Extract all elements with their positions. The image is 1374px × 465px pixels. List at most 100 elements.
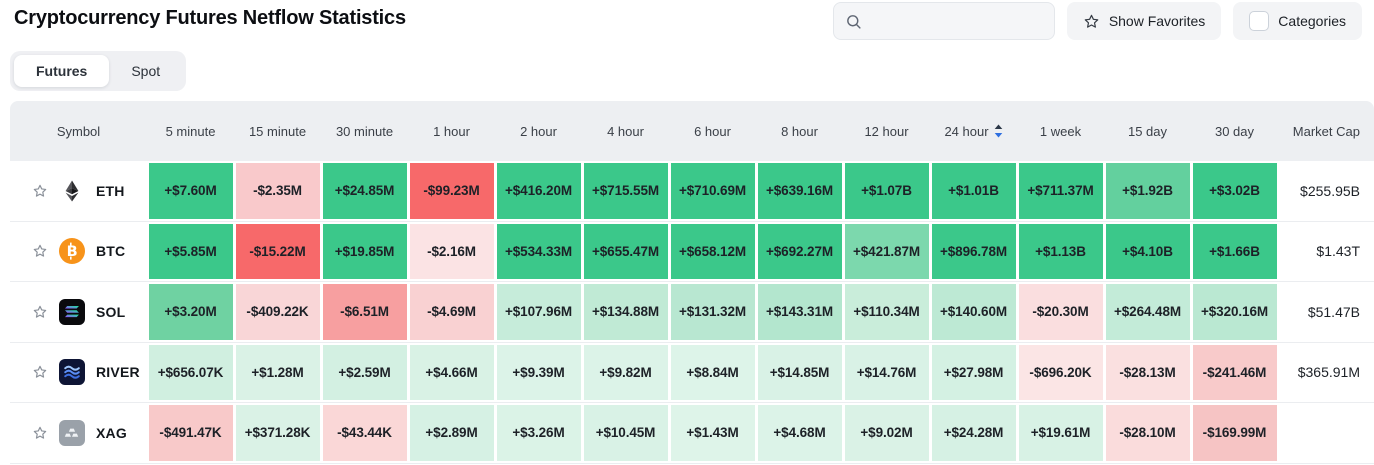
symbol-cell: ETH (10, 161, 147, 221)
svg-text:B: B (67, 244, 78, 260)
symbol-cell: SOL (10, 282, 147, 342)
favorite-star-icon[interactable] (32, 243, 48, 259)
netflow-cell-30-minute: -$43.44K (321, 403, 408, 463)
netflow-cell-1-week: +$1.13B (1017, 222, 1104, 282)
column-header-24-hour[interactable]: 24 hour (930, 101, 1017, 161)
market-type-tab-group: Futures Spot (10, 51, 187, 91)
column-header-30-day[interactable]: 30 day (1191, 101, 1278, 161)
river-logo (59, 359, 85, 386)
column-header-label: 30 day (1214, 123, 1255, 139)
column-header-label: Market Cap (1292, 123, 1360, 139)
netflow-cell-12-hour: +$1.07B (843, 161, 930, 221)
table-row-btc[interactable]: B BTC +$5.85M -$15.22M +$19.85M -$2.16M +$534.… (10, 221, 1374, 282)
netflow-cell-1-week: -$696.20K (1017, 343, 1104, 403)
column-header-label: 6 hour (694, 123, 731, 139)
categories-label: Categories (1278, 13, 1346, 29)
symbol-label: BTC (96, 243, 126, 260)
netflow-cell-8-hour: +$143.31M (756, 282, 843, 342)
column-header-symbol[interactable]: Symbol (10, 101, 147, 161)
categories-button[interactable]: Categories (1233, 2, 1362, 40)
column-header-15-minute[interactable]: 15 minute (234, 101, 321, 161)
column-header-label: Symbol (56, 123, 101, 139)
favorite-star-icon[interactable] (32, 304, 48, 320)
btc-logo: B (59, 238, 85, 265)
market-cap-cell: $365.91M (1297, 364, 1360, 381)
favorite-star-icon[interactable] (32, 183, 48, 199)
column-header-label: 2 hour (520, 123, 557, 139)
tab-spot[interactable]: Spot (109, 55, 182, 87)
top-bar-controls: Show Favorites Categories (832, 2, 1362, 40)
tab-futures[interactable]: Futures (14, 55, 110, 87)
netflow-cell-15-minute: +$371.28K (234, 403, 321, 463)
market-cap-cell: $255.95B (1300, 182, 1360, 199)
categories-checkbox[interactable] (1249, 11, 1270, 31)
netflow-cell-30-minute: +$19.85M (321, 222, 408, 282)
table-row-xag[interactable]: XAG -$491.47K +$371.28K -$43.44K +$2.89M +$3.… (10, 403, 1374, 464)
column-header-1-week[interactable]: 1 week (1017, 101, 1104, 161)
market-cap-cell: $1.43T (1316, 243, 1360, 260)
netflow-cell-1-week: +$711.37M (1017, 161, 1104, 221)
netflow-cell-5-minute: +$3.20M (147, 282, 234, 342)
netflow-cell-30-day: -$169.99M (1191, 403, 1278, 463)
symbol-cell: XAG (10, 403, 147, 463)
column-header-market-cap[interactable]: Market Cap (1278, 101, 1374, 161)
netflow-cell-30-minute: -$6.51M (321, 282, 408, 342)
column-header-label: 4 hour (607, 123, 644, 139)
netflow-cell-15-minute: -$409.22K (234, 282, 321, 342)
netflow-cell-4-hour: +$655.47M (582, 222, 669, 282)
column-header-30-minute[interactable]: 30 minute (321, 101, 408, 161)
netflow-cell-15-day: -$28.10M (1104, 403, 1191, 463)
netflow-cell-8-hour: +$4.68M (756, 403, 843, 463)
favorite-star-icon[interactable] (32, 425, 48, 441)
netflow-cell-24-hour: +$140.60M (930, 282, 1017, 342)
netflow-cell-30-day: +$3.02B (1191, 161, 1278, 221)
column-header-label: 1 week (1039, 123, 1082, 139)
netflow-cell-12-hour: +$9.02M (843, 403, 930, 463)
netflow-cell-6-hour: +$658.12M (669, 222, 756, 282)
netflow-cell-15-day: +$264.48M (1104, 282, 1191, 342)
netflow-cell-24-hour: +$27.98M (930, 343, 1017, 403)
netflow-cell-4-hour: +$715.55M (582, 161, 669, 221)
column-header-2-hour[interactable]: 2 hour (495, 101, 582, 161)
search-icon (845, 13, 862, 30)
column-header-4-hour[interactable]: 4 hour (582, 101, 669, 161)
netflow-cell-6-hour: +$1.43M (669, 403, 756, 463)
column-header-5-minute[interactable]: 5 minute (147, 101, 234, 161)
table-row-river[interactable]: RIVER +$656.07K +$1.28M +$2.59M +$4.66M +$9.3… (10, 342, 1374, 403)
netflow-cell-15-minute: -$2.35M (234, 161, 321, 221)
netflow-cell-12-hour: +$14.76M (843, 343, 930, 403)
netflow-cell-5-minute: +$5.85M (147, 222, 234, 282)
netflow-cell-6-hour: +$8.84M (669, 343, 756, 403)
table-body: ETH +$7.60M -$2.35M +$24.85M -$99.23M +$416.2… (10, 161, 1374, 464)
sort-icon[interactable] (994, 124, 1003, 138)
search-input[interactable] (869, 13, 1043, 29)
netflow-cell-5-minute: +$656.07K (147, 343, 234, 403)
favorite-star-icon[interactable] (32, 364, 48, 380)
netflow-cell-6-hour: +$131.32M (669, 282, 756, 342)
sol-logo (59, 298, 85, 325)
netflow-cell-2-hour: +$9.39M (495, 343, 582, 403)
netflow-cell-1-hour: -$99.23M (408, 161, 495, 221)
column-header-label: 5 minute (165, 123, 216, 139)
netflow-cell-1-week: -$20.30M (1017, 282, 1104, 342)
table-row-eth[interactable]: ETH +$7.60M -$2.35M +$24.85M -$99.23M +$416.2… (10, 161, 1374, 222)
netflow-cell-2-hour: +$3.26M (495, 403, 582, 463)
column-header-15-day[interactable]: 15 day (1104, 101, 1191, 161)
netflow-table: Symbol 5 minute 15 minute 30 minute 1 hour 2 … (10, 101, 1374, 465)
netflow-cell-15-day: +$1.92B (1104, 161, 1191, 221)
column-header-label: 8 hour (781, 123, 818, 139)
column-header-1-hour[interactable]: 1 hour (408, 101, 495, 161)
page-title: Cryptocurrency Futures Netflow Statistic… (14, 7, 406, 29)
netflow-cell-15-day: +$4.10B (1104, 222, 1191, 282)
column-header-8-hour[interactable]: 8 hour (756, 101, 843, 161)
column-header-12-hour[interactable]: 12 hour (843, 101, 930, 161)
symbol-label: SOL (96, 303, 126, 320)
netflow-cell-12-hour: +$110.34M (843, 282, 930, 342)
netflow-cell-15-day: -$28.13M (1104, 343, 1191, 403)
netflow-cell-30-day: +$320.16M (1191, 282, 1278, 342)
show-favorites-button[interactable]: Show Favorites (1066, 2, 1222, 40)
table-row-sol[interactable]: SOL +$3.20M -$409.22K -$6.51M -$4.69M +$107.9… (10, 282, 1374, 343)
search-box[interactable] (832, 2, 1055, 40)
netflow-cell-4-hour: +$10.45M (582, 403, 669, 463)
column-header-6-hour[interactable]: 6 hour (669, 101, 756, 161)
